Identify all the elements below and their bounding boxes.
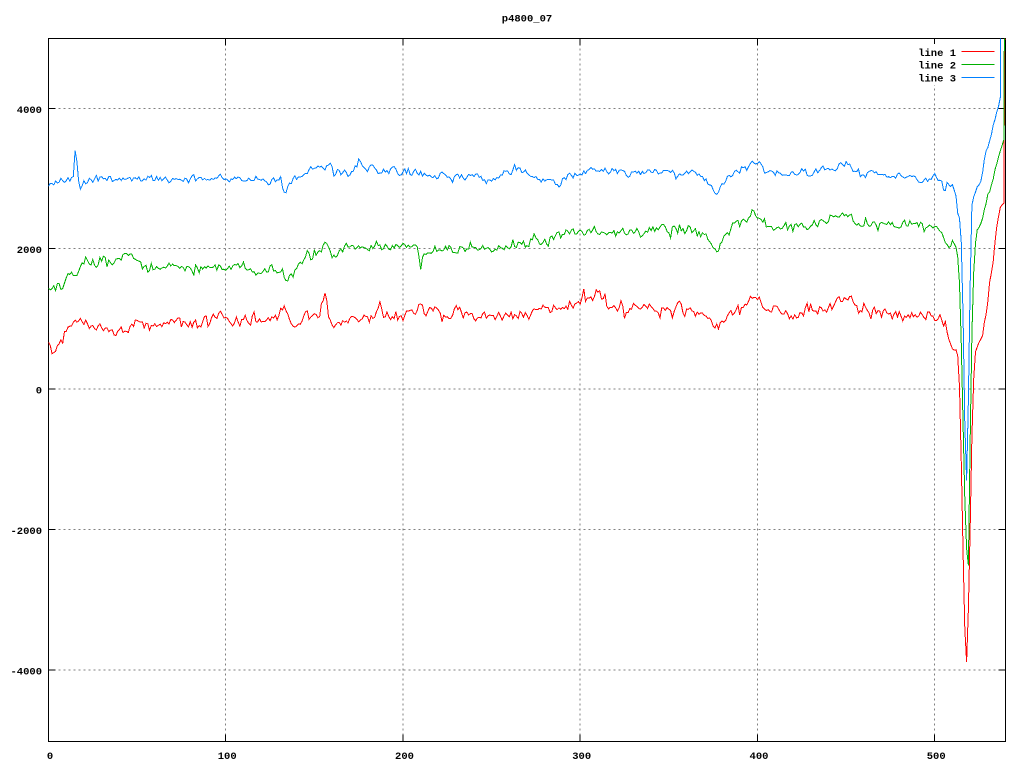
svg-text:200: 200: [395, 751, 414, 763]
svg-text:300: 300: [572, 751, 591, 763]
svg-text:line 2: line 2: [918, 61, 956, 73]
svg-text:400: 400: [750, 751, 769, 763]
svg-text:2000: 2000: [17, 245, 42, 257]
svg-text:line 3: line 3: [918, 74, 956, 86]
svg-text:p4800_07: p4800_07: [502, 14, 552, 26]
svg-text:-4000: -4000: [10, 666, 42, 678]
svg-text:100: 100: [218, 751, 237, 763]
svg-text:0: 0: [47, 751, 53, 763]
svg-text:0: 0: [36, 386, 42, 398]
svg-text:-2000: -2000: [10, 526, 42, 538]
svg-text:line 1: line 1: [918, 48, 956, 60]
svg-text:4000: 4000: [17, 105, 42, 117]
svg-text:500: 500: [927, 751, 946, 763]
